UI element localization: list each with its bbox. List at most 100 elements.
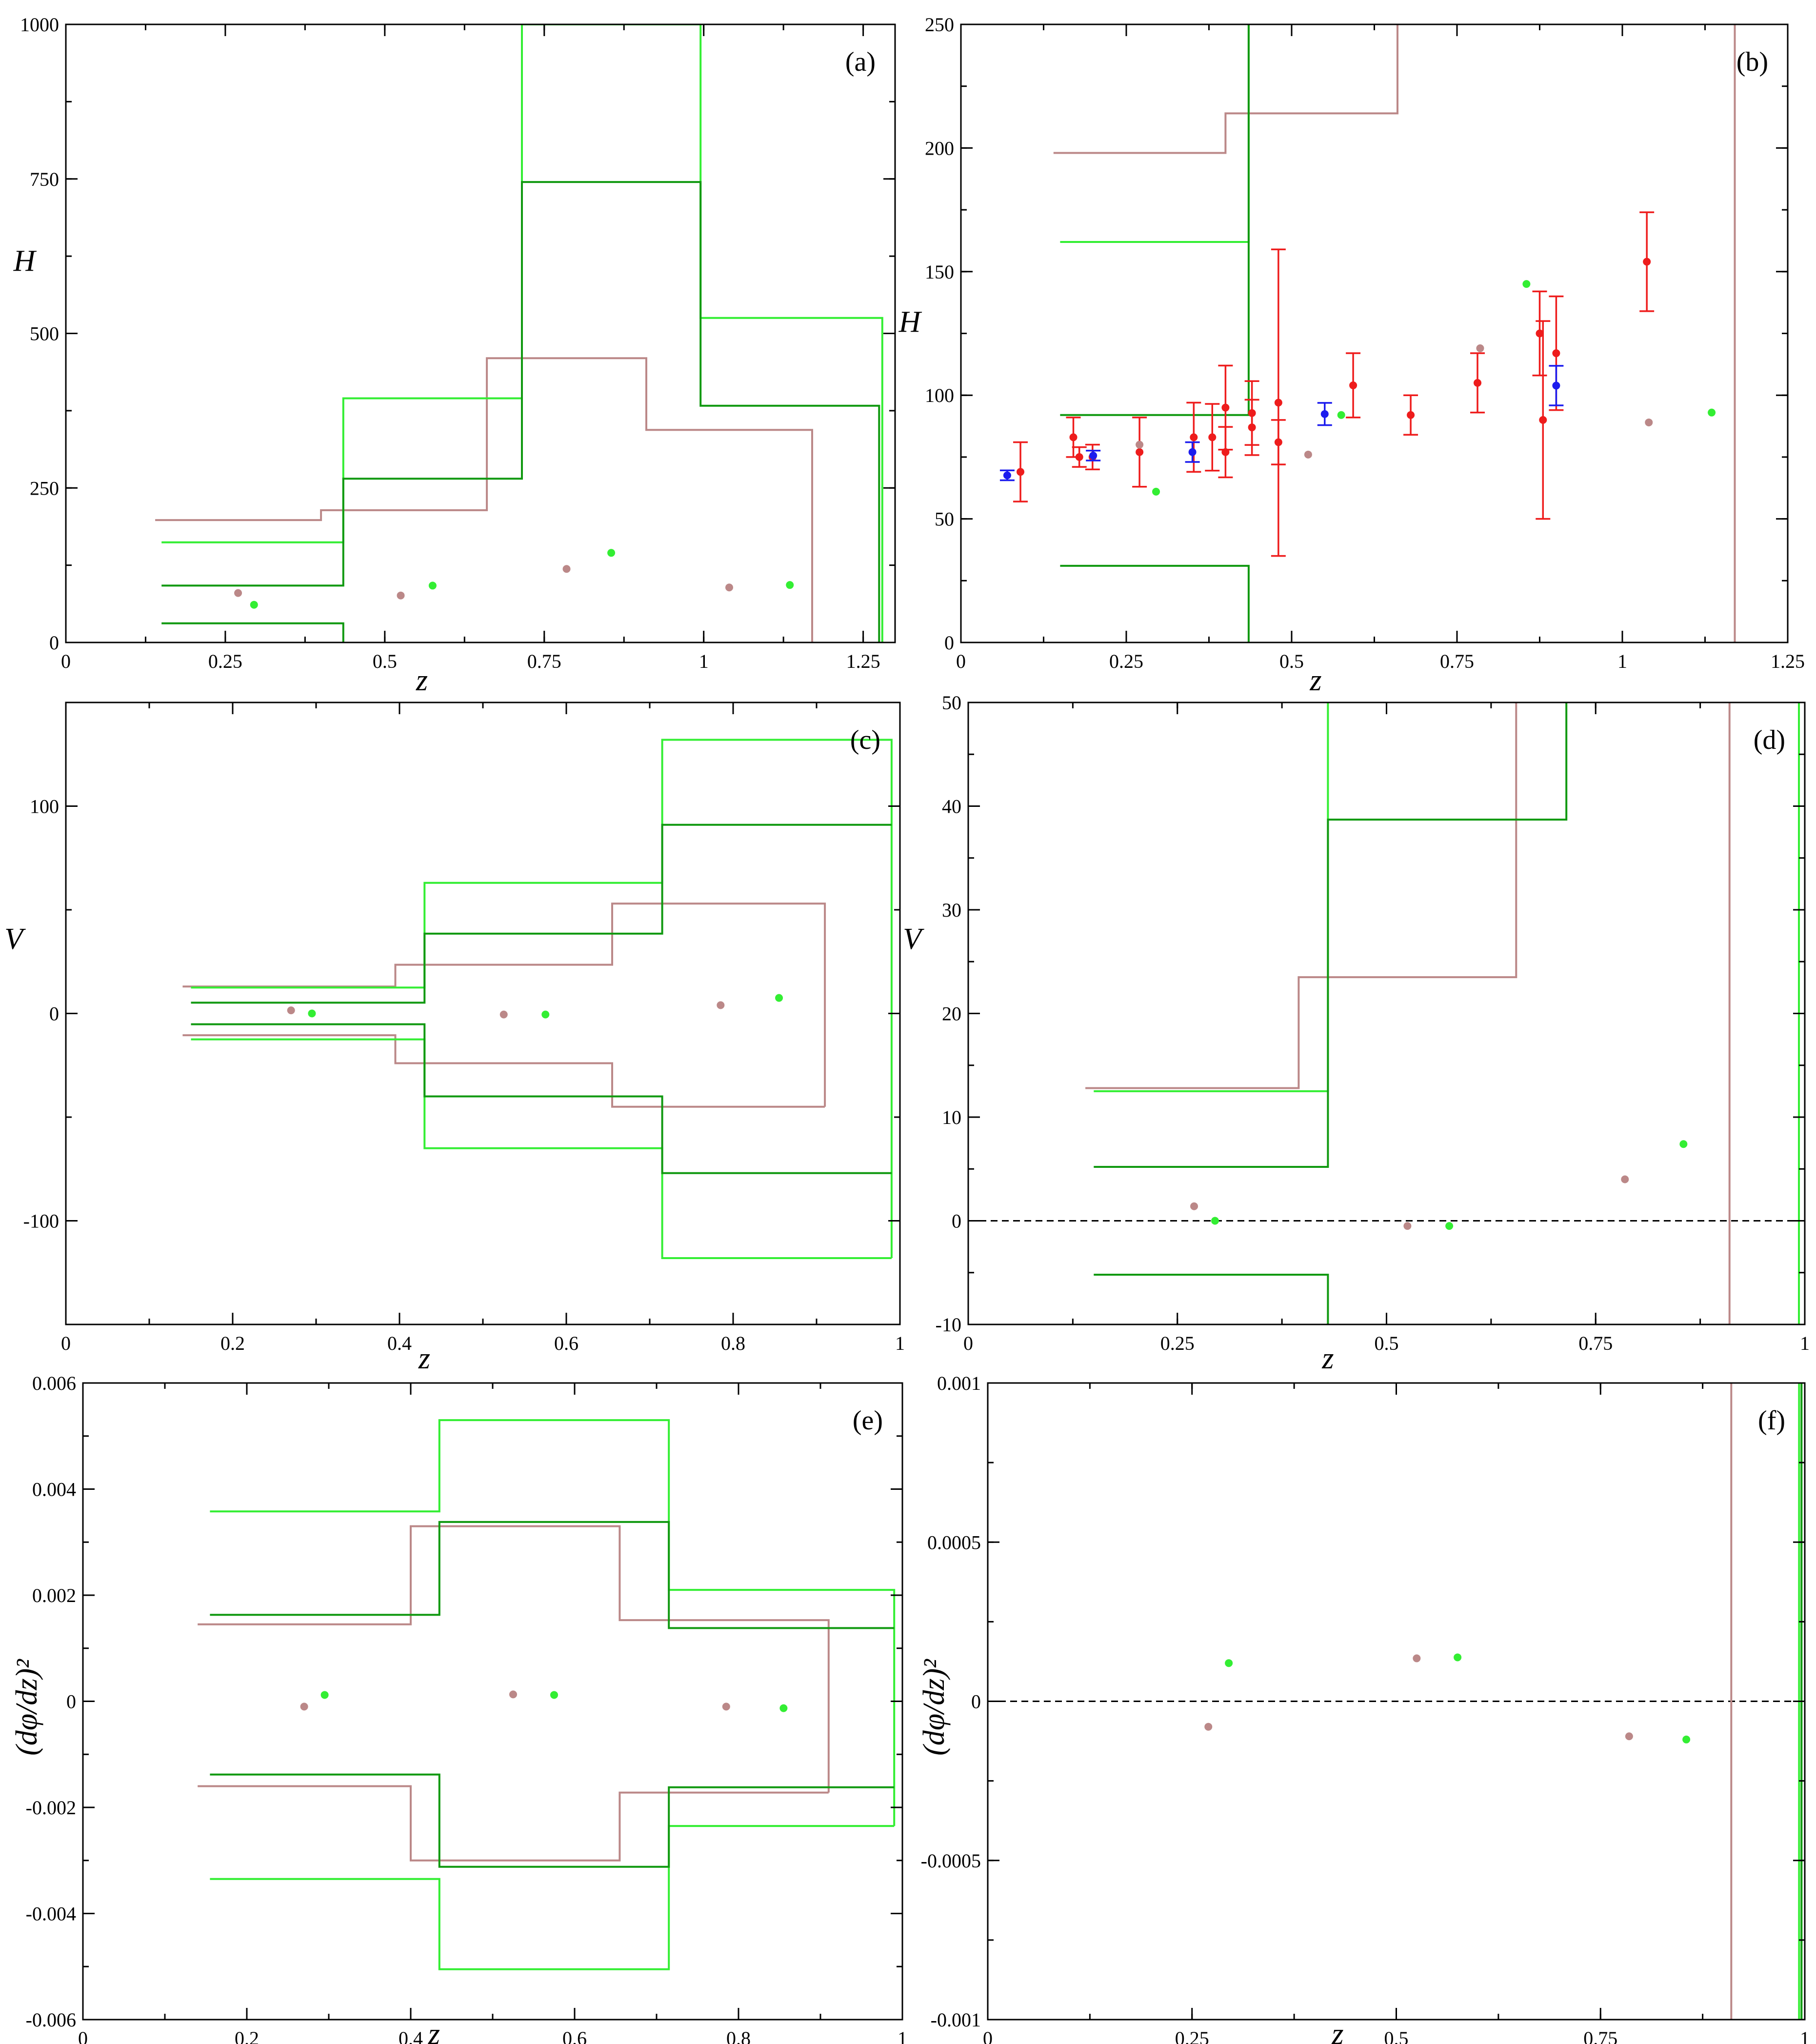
- panel-label: (a): [845, 47, 876, 77]
- y-tick-label: 0.004: [32, 1479, 76, 1501]
- x-axis-title: z: [416, 664, 428, 697]
- x-tick-label: 0.6: [554, 1332, 579, 1354]
- data-point-brown: [287, 1006, 295, 1015]
- errorbar-point-red: [1346, 352, 1361, 419]
- step-line-light_green: [210, 1825, 895, 1970]
- data-point-brown: [1476, 344, 1484, 352]
- errorbar-point-red: [1536, 320, 1551, 520]
- data-point-brown: [397, 591, 405, 600]
- data-point-brown: [725, 583, 733, 592]
- panel-e: 0 0.2 0.4 0.6 0.8 1 -0.006 -0.004 -0.002 0 0.002 0.…: [10, 1372, 907, 2044]
- data-point-light_green: [550, 1691, 558, 1699]
- data-point-light_green: [1679, 1140, 1688, 1148]
- step-line-dark_green: [210, 1521, 895, 1629]
- x-tick-label: 1.25: [1771, 650, 1805, 672]
- x-tick-label: 1: [1800, 2027, 1810, 2044]
- data-point-brown: [499, 1010, 508, 1019]
- y-axis-title: V: [903, 922, 924, 956]
- x-tick-label: 0.4: [399, 2027, 423, 2044]
- data-point-brown: [1645, 418, 1653, 426]
- data-point-light_green: [1225, 1659, 1233, 1667]
- x-tick-label: 0.25: [208, 650, 242, 672]
- data-point-brown: [509, 1690, 517, 1699]
- x-tick-label: 0.25: [1160, 1332, 1195, 1354]
- data-point-light_green: [1708, 408, 1716, 417]
- data-point-light_green: [1337, 411, 1345, 419]
- data-point-light_green: [786, 581, 794, 589]
- x-axis-title: z: [428, 2018, 440, 2044]
- series-steps: [182, 739, 893, 1259]
- errorbar-point-red: [1470, 352, 1485, 414]
- data-point-light_green: [779, 1704, 788, 1712]
- errorbar-point-blue: [1317, 402, 1332, 426]
- x-tick-label: 0.5: [1375, 1332, 1399, 1354]
- data-point-brown: [1621, 1175, 1629, 1183]
- data-point-brown: [1190, 1202, 1198, 1210]
- data-point-light_green: [428, 581, 437, 590]
- data-point-brown: [1136, 441, 1144, 449]
- x-tick-label: 0: [61, 650, 71, 672]
- step-line-brown: [1053, 24, 1398, 154]
- y-axis-title: (dφ/dz)²: [10, 1659, 43, 1756]
- y-tick-label: 0: [66, 1691, 76, 1713]
- y-tick-label: -0.0005: [921, 1850, 981, 1872]
- errorbar-point-red: [1072, 446, 1087, 468]
- step-line-dark_green: [191, 823, 892, 1004]
- axis-ticks: [82, 1382, 903, 2021]
- axis-ticks: [65, 701, 901, 1325]
- step-line-light_green: [191, 1038, 892, 1259]
- y-tick-label: 750: [30, 168, 59, 190]
- y-tick-label: 100: [925, 384, 954, 406]
- y-tick-label: 200: [925, 137, 954, 159]
- y-axis-title: H: [13, 244, 37, 278]
- data-point-brown: [1413, 1654, 1421, 1663]
- x-tick-label: 0.5: [1384, 2027, 1409, 2044]
- x-tick-label: 1: [699, 650, 709, 672]
- x-tick-label: 0.75: [527, 650, 561, 672]
- y-tick-label: 50: [935, 508, 954, 530]
- errorbar-point-red: [1132, 417, 1147, 488]
- panel-label: (b): [1736, 47, 1768, 77]
- y-tick-label: 500: [30, 323, 59, 345]
- data-point-brown: [717, 1001, 725, 1009]
- step-line-dark_green: [161, 181, 880, 642]
- y-tick-label: 0.0005: [927, 1531, 981, 1553]
- errorbar-point-red: [1532, 290, 1547, 377]
- data-point-brown: [1403, 1222, 1412, 1230]
- y-tick-label: 50: [942, 692, 961, 714]
- data-point-light_green: [308, 1009, 316, 1018]
- data-point-light_green: [607, 549, 616, 557]
- y-tick-label: -100: [23, 1210, 59, 1232]
- y-axis-title: (dφ/dz)²: [918, 1659, 951, 1756]
- x-tick-label: 1: [898, 2027, 907, 2044]
- y-tick-label: 20: [942, 1003, 961, 1025]
- y-tick-label: 100: [30, 796, 59, 818]
- errorbar-point-red: [1271, 419, 1286, 465]
- data-point-light_green: [541, 1010, 550, 1019]
- data-point-brown: [1204, 1723, 1213, 1731]
- y-tick-label: -10: [936, 1314, 961, 1336]
- y-tick-label: -0.001: [931, 2009, 981, 2031]
- y-tick-label: 30: [942, 899, 961, 921]
- errorbar-point-red: [1218, 426, 1233, 479]
- panel-label: (c): [850, 725, 880, 755]
- step-line-brown: [182, 1034, 825, 1108]
- step-line-dark_green: [1094, 702, 1568, 1168]
- errorbar-point-blue: [1549, 365, 1564, 406]
- x-tick-label: 0.25: [1109, 650, 1143, 672]
- x-tick-label: 0: [61, 1332, 71, 1354]
- data-point-light_green: [1454, 1653, 1462, 1662]
- y-axis-title: V: [4, 922, 26, 956]
- panel-a: 0 0.25 0.5 0.75 1 1.25 0 250 500 750 1000 (a) z H: [13, 14, 896, 697]
- step-line-dark_green: [161, 622, 344, 642]
- panel-label: (f): [1758, 1405, 1785, 1436]
- x-axis-title: z: [1321, 1342, 1334, 1375]
- data-point-light_green: [250, 601, 258, 609]
- y-tick-label: -0.004: [26, 1903, 76, 1925]
- step-line-brown: [1085, 702, 1517, 1089]
- x-tick-label: 0: [78, 2027, 88, 2044]
- step-line-brown: [198, 1525, 830, 1793]
- data-point-brown: [1304, 450, 1312, 459]
- errorbar-point-red: [1639, 211, 1655, 312]
